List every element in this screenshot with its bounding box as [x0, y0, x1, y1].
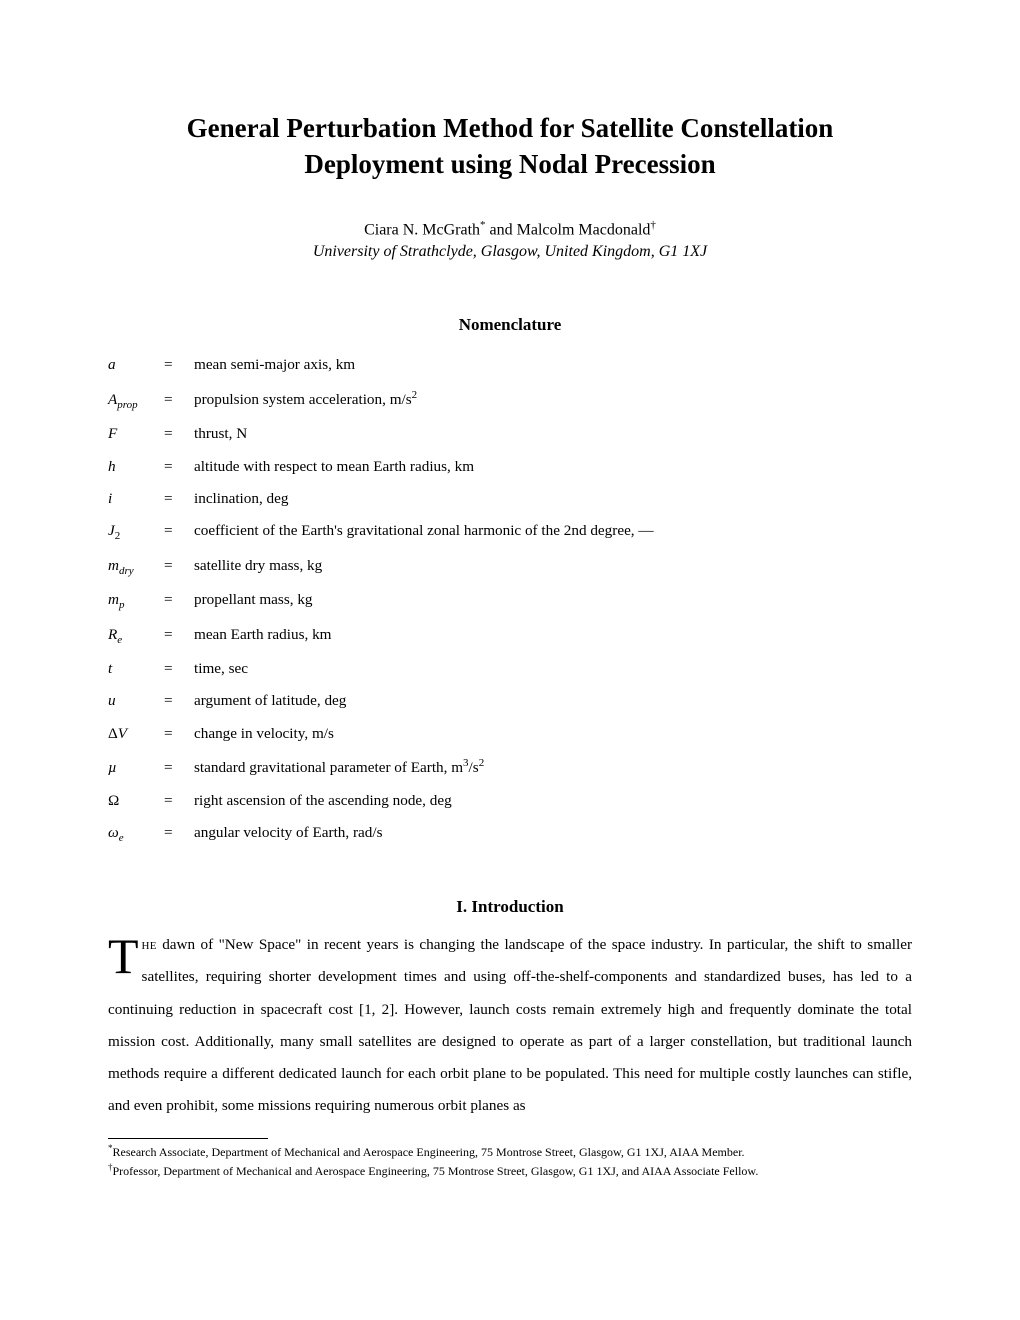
nomen-row: F=thrust, N [108, 418, 912, 450]
author-1-name: Ciara N. McGrath [364, 221, 480, 238]
nomen-row: u=argument of latitude, deg [108, 685, 912, 717]
nomenclature-heading: Nomenclature [108, 315, 912, 335]
footnote: *Research Associate, Department of Mecha… [108, 1142, 912, 1160]
nomen-symbol: ΔV [108, 718, 164, 750]
nomen-equals: = [164, 349, 194, 381]
footnotes-block: *Research Associate, Department of Mecha… [108, 1142, 912, 1178]
nomen-equals: = [164, 685, 194, 717]
footnote-text: Research Associate, Department of Mechan… [113, 1145, 745, 1159]
nomen-symbol: µ [108, 750, 164, 784]
page-container: General Perturbation Method for Satellit… [0, 0, 1020, 1239]
paper-title: General Perturbation Method for Satellit… [108, 110, 912, 183]
nomen-description: propulsion system acceleration, m/s2 [194, 382, 912, 418]
nomen-symbol: ωe [108, 817, 164, 851]
nomen-row: ΔV=change in velocity, m/s [108, 718, 912, 750]
nomen-description: right ascension of the ascending node, d… [194, 784, 912, 816]
nomen-equals: = [164, 418, 194, 450]
nomen-description: mean semi-major axis, km [194, 349, 912, 381]
nomen-row: Aprop=propulsion system acceleration, m/… [108, 382, 912, 418]
nomen-equals: = [164, 450, 194, 482]
nomen-symbol: t [108, 653, 164, 685]
nomen-equals: = [164, 483, 194, 515]
nomen-symbol: u [108, 685, 164, 717]
nomen-row: Ω=right ascension of the ascending node,… [108, 784, 912, 816]
intro-body-text: dawn of "New Space" in recent years is c… [108, 936, 912, 1114]
nomen-description: thrust, N [194, 418, 912, 450]
author-2-mark: † [650, 219, 656, 231]
nomen-description: inclination, deg [194, 483, 912, 515]
title-line-2: Deployment using Nodal Precession [304, 149, 715, 179]
footnote-rule [108, 1138, 268, 1139]
nomen-description: angular velocity of Earth, rad/s [194, 817, 912, 851]
nomen-description: satellite dry mass, kg [194, 550, 912, 584]
nomen-symbol: i [108, 483, 164, 515]
footnote: †Professor, Department of Mechanical and… [108, 1161, 912, 1179]
nomen-equals: = [164, 550, 194, 584]
nomen-row: h=altitude with respect to mean Earth ra… [108, 450, 912, 482]
nomen-equals: = [164, 718, 194, 750]
nomen-description: standard gravitational parameter of Eart… [194, 750, 912, 784]
nomen-symbol: J2 [108, 515, 164, 549]
author-2-name: Malcolm Macdonald [517, 221, 651, 238]
dropcap-smallcaps: he [142, 936, 157, 953]
affiliation: University of Strathclyde, Glasgow, Unit… [108, 243, 912, 261]
nomen-row: mdry=satellite dry mass, kg [108, 550, 912, 584]
nomen-symbol: Aprop [108, 382, 164, 418]
nomen-row: i=inclination, deg [108, 483, 912, 515]
nomen-symbol: mdry [108, 550, 164, 584]
nomen-row: Re=mean Earth radius, km [108, 618, 912, 652]
nomen-equals: = [164, 382, 194, 418]
nomen-description: time, sec [194, 653, 912, 685]
nomen-symbol: Ω [108, 784, 164, 816]
introduction-heading: I. Introduction [108, 897, 912, 917]
nomen-description: propellant mass, kg [194, 584, 912, 618]
dropcap: T [108, 929, 142, 978]
footnote-text: Professor, Department of Mechanical and … [113, 1164, 759, 1178]
nomen-symbol: F [108, 418, 164, 450]
nomen-equals: = [164, 784, 194, 816]
nomen-description: altitude with respect to mean Earth radi… [194, 450, 912, 482]
nomen-symbol: a [108, 349, 164, 381]
nomen-equals: = [164, 515, 194, 549]
nomen-symbol: h [108, 450, 164, 482]
nomen-equals: = [164, 653, 194, 685]
title-line-1: General Perturbation Method for Satellit… [187, 113, 834, 143]
nomen-row: mp=propellant mass, kg [108, 584, 912, 618]
author-sep: and [486, 221, 517, 238]
nomen-description: mean Earth radius, km [194, 618, 912, 652]
nomen-symbol: mp [108, 584, 164, 618]
nomenclature-table: a=mean semi-major axis, kmAprop=propulsi… [108, 349, 912, 851]
nomen-row: µ=standard gravitational parameter of Ea… [108, 750, 912, 784]
nomen-description: change in velocity, m/s [194, 718, 912, 750]
nomen-equals: = [164, 750, 194, 784]
nomen-equals: = [164, 618, 194, 652]
nomen-row: J2=coefficient of the Earth's gravitatio… [108, 515, 912, 549]
nomen-symbol: Re [108, 618, 164, 652]
nomen-description: argument of latitude, deg [194, 685, 912, 717]
nomen-row: t=time, sec [108, 653, 912, 685]
nomen-row: a=mean semi-major axis, km [108, 349, 912, 381]
introduction-paragraph: The dawn of "New Space" in recent years … [108, 929, 912, 1122]
nomen-description: coefficient of the Earth's gravitational… [194, 515, 912, 549]
nomen-equals: = [164, 584, 194, 618]
authors-line: Ciara N. McGrath* and Malcolm Macdonald† [108, 219, 912, 239]
nomen-row: ωe=angular velocity of Earth, rad/s [108, 817, 912, 851]
nomen-equals: = [164, 817, 194, 851]
